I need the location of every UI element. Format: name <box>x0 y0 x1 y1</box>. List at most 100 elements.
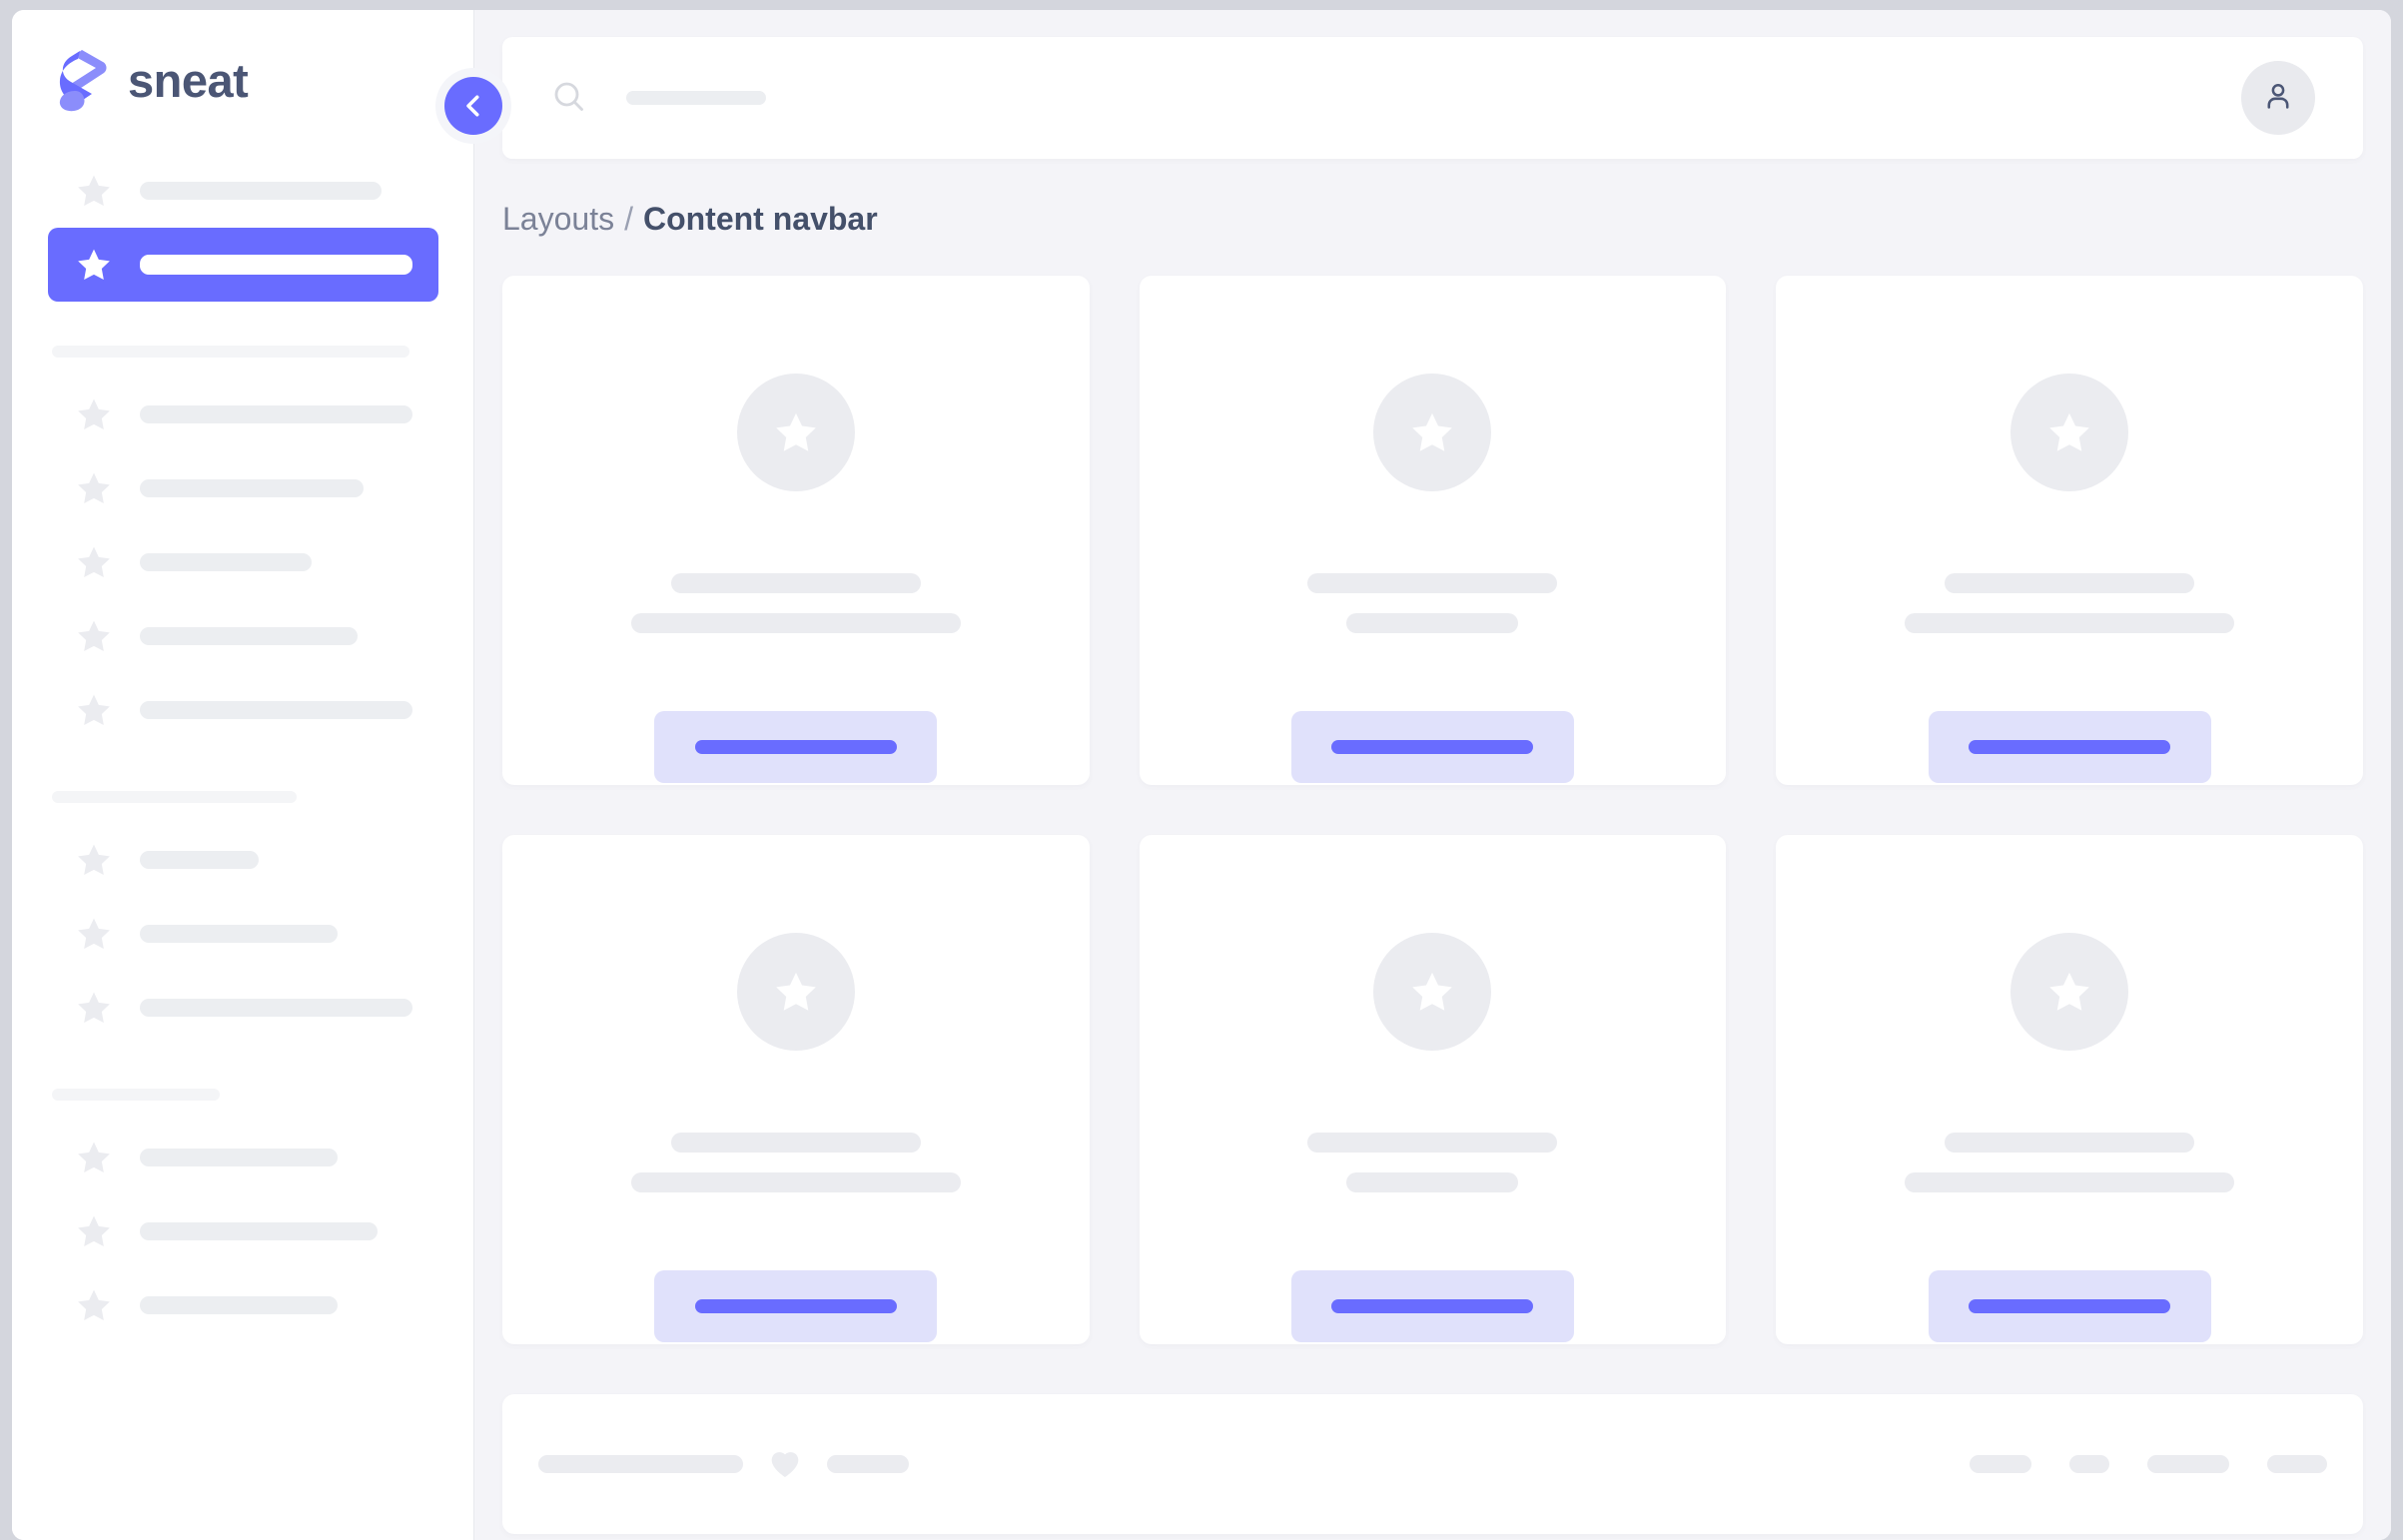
card-title-skeleton <box>1945 573 2195 593</box>
user-icon <box>2261 79 2295 118</box>
card-button-label <box>694 1299 897 1313</box>
star-icon <box>74 245 114 285</box>
sidebar-item-label <box>140 627 358 645</box>
card-button-label <box>1331 740 1534 754</box>
sidebar-item-label <box>140 1296 338 1314</box>
footer-link-2[interactable] <box>2069 1455 2109 1473</box>
card-6[interactable] <box>1776 835 2363 1344</box>
footer-text-skeleton <box>538 1455 743 1473</box>
brand-logo-area[interactable]: sneat <box>12 44 474 116</box>
card-subtitle-skeleton <box>630 1172 961 1192</box>
brand-name: sneat <box>128 53 249 107</box>
sidebar-item-2-active[interactable] <box>48 228 438 302</box>
top-navbar <box>502 37 2363 159</box>
sidebar-item-label <box>140 553 312 571</box>
card-action-button[interactable] <box>1290 1270 1574 1342</box>
sidebar-collapse-toggle-button[interactable] <box>435 68 511 144</box>
sidebar-group-2 <box>12 346 474 747</box>
card-action-button[interactable] <box>1928 711 2211 783</box>
sidebar-group-header <box>52 1089 220 1101</box>
breadcrumb-parent[interactable]: Layouts <box>502 201 615 237</box>
sidebar-item-label <box>140 255 412 275</box>
star-icon <box>74 988 114 1028</box>
heart-icon <box>765 1442 805 1487</box>
search-icon <box>550 78 586 119</box>
card-subtitle-skeleton <box>1905 613 2235 633</box>
card-avatar <box>1373 933 1492 1051</box>
sidebar-item-9[interactable] <box>48 897 438 971</box>
sidebar-item-1[interactable] <box>48 154 438 228</box>
star-icon <box>74 171 114 211</box>
sidebar-group-header <box>52 346 409 358</box>
search-bar[interactable] <box>550 78 2241 119</box>
card-grid <box>502 276 2363 1344</box>
sidebar-item-12[interactable] <box>48 1194 438 1268</box>
breadcrumb-separator: / <box>624 201 633 237</box>
card-4[interactable] <box>502 835 1090 1344</box>
footer <box>502 1394 2363 1534</box>
star-icon <box>74 914 114 954</box>
sidebar-group-4 <box>12 1089 474 1342</box>
sidebar-item-label <box>140 851 259 869</box>
card-5[interactable] <box>1139 835 1727 1344</box>
content-area: Layouts / Content navbar <box>474 10 2391 1540</box>
sidebar-item-3[interactable] <box>48 378 438 451</box>
footer-link-3[interactable] <box>2147 1455 2229 1473</box>
card-subtitle-skeleton <box>630 613 961 633</box>
card-action-button[interactable] <box>654 711 938 783</box>
card-2[interactable] <box>1139 276 1727 785</box>
card-avatar <box>2010 933 2129 1051</box>
card-avatar <box>736 933 855 1051</box>
card-title-skeleton <box>670 573 921 593</box>
star-icon <box>74 468 114 508</box>
card-action-button[interactable] <box>654 1270 938 1342</box>
card-button-label <box>1969 1299 2171 1313</box>
sidebar: sneat <box>12 10 474 1540</box>
sidebar-group-1 <box>12 154 474 302</box>
card-3[interactable] <box>1776 276 2363 785</box>
card-action-button[interactable] <box>1290 711 1574 783</box>
footer-left <box>538 1442 909 1487</box>
sidebar-item-4[interactable] <box>48 451 438 525</box>
star-icon <box>74 690 114 730</box>
sidebar-divider <box>473 10 474 1540</box>
search-input[interactable] <box>626 91 766 105</box>
card-title-skeleton <box>1307 1133 1558 1153</box>
card-subtitle-skeleton <box>1905 1172 2235 1192</box>
sidebar-item-label <box>140 701 412 719</box>
avatar[interactable] <box>2241 61 2315 135</box>
sidebar-item-label <box>140 405 412 423</box>
footer-link-4[interactable] <box>2267 1455 2327 1473</box>
card-button-label <box>1969 740 2171 754</box>
card-action-button[interactable] <box>1928 1270 2211 1342</box>
card-avatar <box>1373 374 1492 491</box>
sidebar-item-13[interactable] <box>48 1268 438 1342</box>
card-button-label <box>1331 1299 1534 1313</box>
card-subtitle-skeleton <box>1346 613 1519 633</box>
star-icon <box>74 840 114 880</box>
sidebar-item-8[interactable] <box>48 823 438 897</box>
sidebar-item-label <box>140 925 338 943</box>
card-1[interactable] <box>502 276 1090 785</box>
star-icon <box>74 616 114 656</box>
sidebar-group-header <box>52 791 297 803</box>
footer-links <box>1970 1455 2327 1473</box>
card-title-skeleton <box>670 1133 921 1153</box>
star-icon <box>74 1211 114 1251</box>
sidebar-item-5[interactable] <box>48 525 438 599</box>
sidebar-item-label <box>140 1222 378 1240</box>
sidebar-item-11[interactable] <box>48 1121 438 1194</box>
footer-link-1[interactable] <box>1970 1455 2031 1473</box>
footer-text-skeleton-2 <box>827 1455 909 1473</box>
sidebar-item-7[interactable] <box>48 673 438 747</box>
card-title-skeleton <box>1945 1133 2195 1153</box>
breadcrumb: Layouts / Content navbar <box>502 201 2391 238</box>
sidebar-item-6[interactable] <box>48 599 438 673</box>
sidebar-item-10[interactable] <box>48 971 438 1045</box>
sidebar-item-label <box>140 182 382 200</box>
app-window: sneat <box>12 10 2391 1540</box>
sidebar-item-label <box>140 1149 338 1166</box>
chevron-left-icon <box>444 77 502 135</box>
sidebar-group-3 <box>12 791 474 1045</box>
star-icon <box>74 1285 114 1325</box>
